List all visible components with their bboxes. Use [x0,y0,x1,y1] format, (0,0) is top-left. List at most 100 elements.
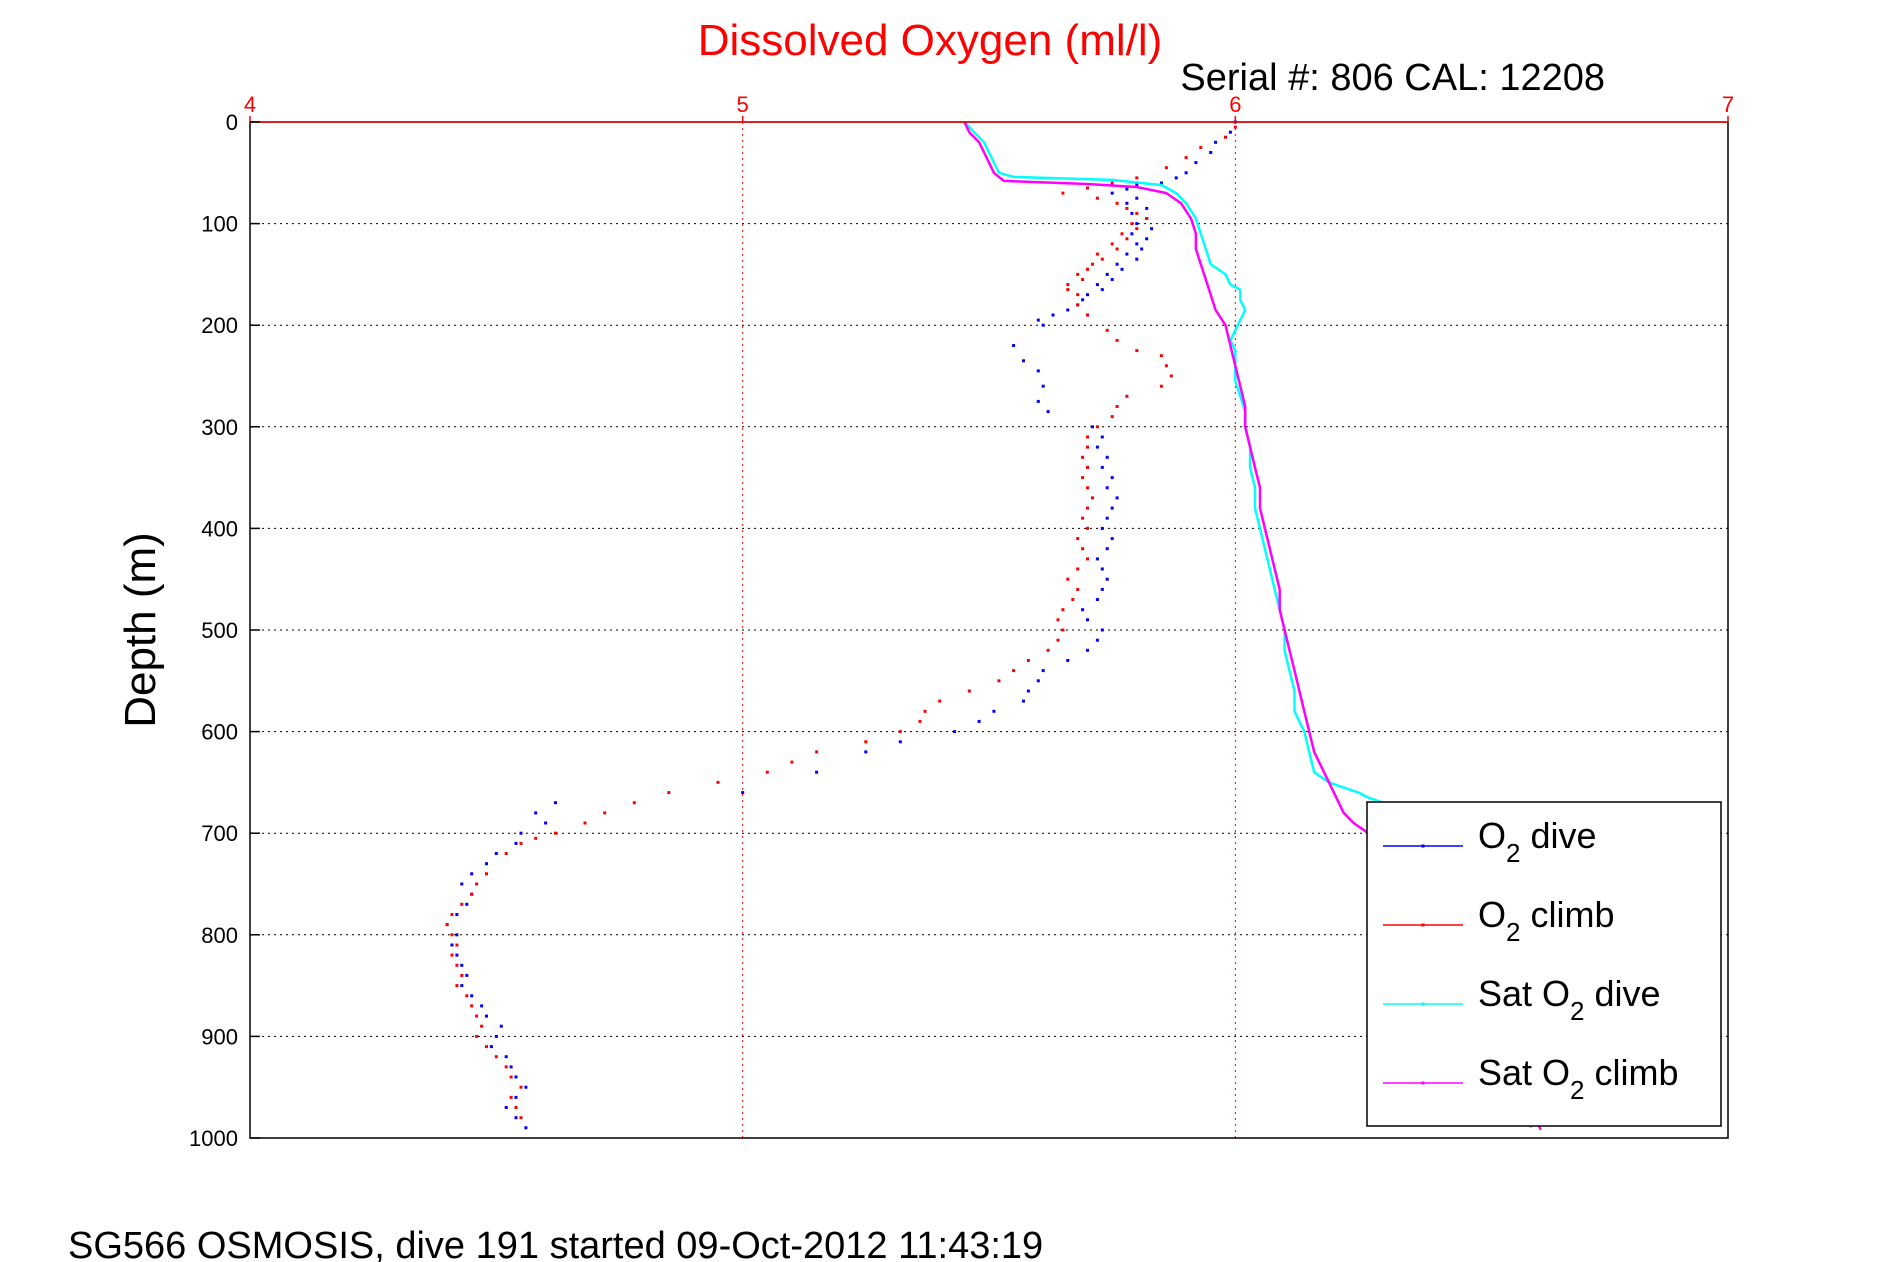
legend-marker [1421,844,1425,848]
legend-label: O2 climb [1478,894,1615,947]
data-point-o2_dive [1041,323,1045,327]
data-point-o2_climb [1115,247,1119,251]
data-point-o2_dive [1130,211,1134,215]
legend-entry-sat_climb: Sat O2 climb [1383,1052,1679,1105]
data-point-o2_climb [475,1034,479,1038]
data-point-o2_dive [1174,176,1178,180]
data-point-o2_dive [1125,201,1129,205]
data-point-o2_dive [1110,476,1114,480]
legend-marker [1421,1081,1425,1085]
series-o2_dive [445,120,1237,1130]
data-point-o2_climb [790,760,794,764]
data-point-o2_climb [480,1024,484,1028]
data-point-o2_climb [509,1095,513,1099]
data-point-o2_climb [1110,242,1114,246]
data-point-o2_dive [470,994,474,998]
data-point-o2_dive [455,933,459,937]
data-point-o2_climb [460,973,464,977]
data-point-o2_dive [1086,648,1089,652]
data-point-o2_dive [864,750,868,754]
data-point-o2_climb [494,1055,498,1059]
data-point-o2_dive [1135,196,1139,200]
data-point-o2_climb [1086,506,1089,510]
data-point-o2_climb [460,902,464,906]
legend-entry-o2_dive: O2 dive [1383,815,1597,868]
data-point-o2_climb [455,963,459,967]
data-point-o2_climb [514,1106,518,1109]
chart-subtitle: Serial #: 806 CAL: 12208 [1180,57,1605,99]
data-point-o2_climb [1115,201,1119,205]
data-point-o2_climb [1233,125,1237,129]
legend-entry-o2_climb: O2 climb [1383,894,1615,947]
data-point-o2_dive [519,831,523,835]
data-point-o2_climb [1071,598,1075,601]
series-line-sat_climb [963,121,1542,1131]
data-point-o2_dive [514,841,518,845]
data-point-o2_dive [1100,526,1104,530]
legend-box [1366,801,1722,1127]
data-point-o2_climb [1061,191,1065,195]
data-point-o2_climb [1159,384,1163,388]
data-point-o2_dive [514,1116,518,1120]
data-point-o2_climb [1081,547,1085,551]
chart-title: Dissolved Oxygen (ml/l) [698,16,1163,65]
data-point-o2_climb [450,913,454,916]
data-point-o2_dive [1012,344,1016,347]
data-point-o2_climb [1095,196,1099,200]
data-point-o2_dive [450,943,454,947]
data-point-o2_climb [1081,278,1085,281]
data-point-o2_dive [1036,318,1040,322]
data-point-o2_climb [1164,166,1168,170]
data-point-o2_climb [583,821,587,825]
data-point-o2_climb [1081,455,1085,459]
data-point-o2_dive [1115,496,1119,500]
data-point-o2_climb [1076,293,1080,297]
data-point-o2_dive [460,882,464,886]
data-point-o2_dive [514,1095,518,1099]
data-point-o2_dive [504,1106,508,1109]
y-tick-label: 200 [201,313,238,338]
data-point-o2_dive [509,1065,513,1069]
series-o2_climb [445,125,1237,1120]
y-axis-label: Depth (m) [116,532,165,728]
data-point-o2_climb [1081,516,1085,520]
data-point-o2_climb [1135,227,1139,231]
data-point-o2_dive [1135,257,1139,261]
data-point-o2_climb [1164,364,1168,368]
data-point-o2_climb [1130,222,1134,226]
data-point-o2_climb [554,831,557,835]
data-point-o2_climb [1224,135,1227,139]
data-point-o2_dive [460,963,464,967]
data-point-o2_dive [465,902,469,906]
data-point-o2_dive [1145,206,1149,210]
data-point-o2_climb [815,750,819,754]
data-point-o2_climb [509,1075,513,1079]
data-point-o2_climb [1086,186,1089,190]
data-point-o2_climb [455,943,459,947]
data-point-o2_climb [450,953,454,957]
data-point-o2_dive [977,719,981,723]
series-sat_climb [963,121,1542,1131]
data-point-o2_dive [1095,283,1099,287]
data-point-o2_climb [1091,496,1094,500]
series-layer [445,120,1542,1131]
data-point-o2_dive [504,1055,508,1059]
data-point-o2_dive [465,973,469,977]
data-point-o2_climb [1076,272,1080,276]
data-point-o2_dive [1066,659,1070,662]
y-tick-label: 400 [201,516,238,541]
data-point-o2_climb [470,1004,474,1008]
data-point-o2_climb [504,1065,508,1069]
data-point-o2_climb [1199,145,1203,149]
data-point-o2_climb [765,770,769,774]
data-point-o2_dive [1086,293,1089,297]
data-point-o2_dive [1095,598,1099,601]
data-point-o2_climb [519,841,523,845]
data-point-o2_climb [519,1116,523,1120]
data-point-o2_climb [1115,338,1119,342]
data-point-o2_dive [494,1034,498,1038]
data-point-o2_climb [1076,567,1080,571]
data-point-o2_dive [1066,308,1070,312]
data-point-o2_climb [1056,618,1060,622]
data-point-o2_climb [455,984,459,988]
